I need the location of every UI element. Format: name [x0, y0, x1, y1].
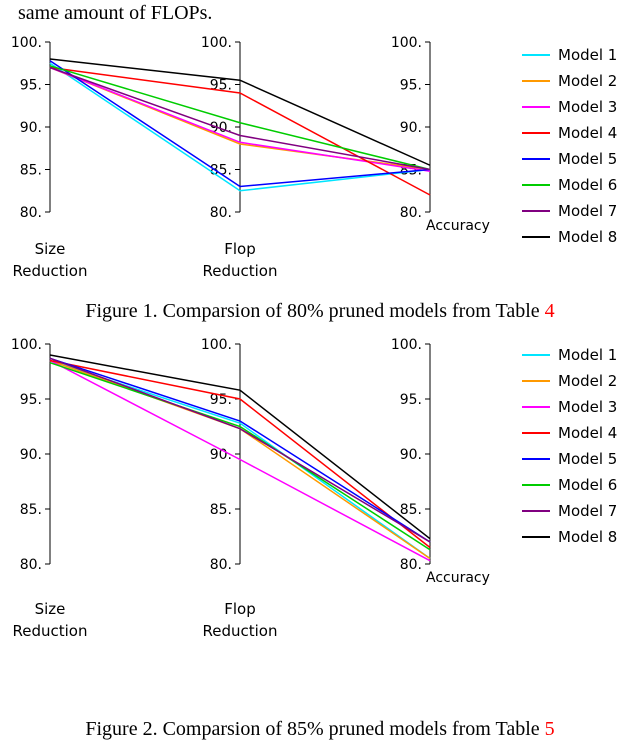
legend-swatch — [522, 354, 550, 356]
axis-title: Reduction — [203, 622, 278, 640]
axis-title: Reduction — [203, 262, 278, 280]
legend-item: Model 8 — [522, 224, 617, 250]
legend-label: Model 2 — [558, 372, 617, 390]
figure-1-caption-text: Figure 1. Comparsion of 80% pruned model… — [85, 300, 544, 322]
legend-item: Model 5 — [522, 146, 617, 172]
y-tick-label: 80. — [400, 205, 422, 221]
legend-item: Model 8 — [522, 524, 617, 550]
page: same amount of FLOPs. 80. 85. 90. 95. 100. 80… — [0, 0, 640, 744]
legend-item: Model 2 — [522, 368, 617, 394]
axis-label-accuracy: Accuracy — [426, 218, 490, 234]
y-tick-label: 85. — [210, 163, 232, 179]
y-tick-label: 100. — [201, 337, 232, 353]
legend-item: Model 4 — [522, 120, 617, 146]
figure-2-caption: Figure 2. Comparsion of 85% pruned model… — [0, 718, 640, 741]
preamble-text: same amount of FLOPs. — [18, 2, 212, 25]
figure-2-legend: Model 1 Model 2 Model 3 Model 4 Model 5 Model… — [522, 342, 617, 550]
axis-title: Size — [35, 600, 66, 618]
legend-item: Model 1 — [522, 42, 617, 68]
legend-label: Model 7 — [558, 202, 617, 220]
legend-label: Model 6 — [558, 476, 617, 494]
legend-label: Model 5 — [558, 450, 617, 468]
legend-item: Model 4 — [522, 420, 617, 446]
legend-item: Model 5 — [522, 446, 617, 472]
y-tick-label: 90. — [400, 120, 422, 136]
y-tick-label: 100. — [391, 35, 422, 51]
legend-label: Model 4 — [558, 424, 617, 442]
legend-item: Model 1 — [522, 342, 617, 368]
y-tick-label: 80. — [210, 205, 232, 221]
y-tick-label: 85. — [20, 163, 42, 179]
legend-label: Model 4 — [558, 124, 617, 142]
legend-swatch — [522, 132, 550, 134]
legend-item: Model 7 — [522, 498, 617, 524]
y-tick-label: 90. — [20, 120, 42, 136]
y-tick-label: 95. — [20, 392, 42, 408]
y-tick-label: 90. — [20, 447, 42, 463]
legend-label: Model 3 — [558, 398, 617, 416]
figure-1-caption: Figure 1. Comparsion of 80% pruned model… — [0, 300, 640, 323]
y-tick-label: 90. — [400, 447, 422, 463]
y-tick-label: 80. — [20, 557, 42, 573]
legend-swatch — [522, 536, 550, 538]
axis-title: Flop — [224, 240, 256, 258]
y-tick-label: 100. — [11, 337, 42, 353]
figure-2-chart: 80.85.90.95.100.80.85.90.95.100.80.85.90… — [0, 334, 520, 644]
axis-title: Reduction — [13, 622, 88, 640]
figure-2-caption-text: Figure 2. Comparsion of 85% pruned model… — [85, 718, 544, 740]
axis-label-accuracy: Accuracy — [426, 570, 490, 586]
legend-item: Model 3 — [522, 394, 617, 420]
y-tick-label: 95. — [20, 78, 42, 94]
legend-swatch — [522, 236, 550, 238]
y-tick-label: 80. — [400, 557, 422, 573]
figure-1-legend: Model 1 Model 2 Model 3 Model 4 Model 5 Model… — [522, 42, 617, 250]
y-tick-label: 85. — [20, 502, 42, 518]
legend-item: Model 3 — [522, 94, 617, 120]
legend-swatch — [522, 106, 550, 108]
y-tick-label: 85. — [400, 502, 422, 518]
legend-item: Model 6 — [522, 472, 617, 498]
legend-label: Model 1 — [558, 346, 617, 364]
legend-label: Model 6 — [558, 176, 617, 194]
legend-swatch — [522, 458, 550, 460]
legend-swatch — [522, 380, 550, 382]
legend-swatch — [522, 432, 550, 434]
axis-title: Reduction — [13, 262, 88, 280]
legend-swatch — [522, 80, 550, 82]
legend-swatch — [522, 210, 550, 212]
y-tick-label: 80. — [210, 557, 232, 573]
figure-1-caption-ref: 4 — [545, 300, 555, 322]
legend-label: Model 8 — [558, 228, 617, 246]
figure-2: 80.85.90.95.100.80.85.90.95.100.80.85.90… — [0, 334, 640, 694]
legend-label: Model 7 — [558, 502, 617, 520]
legend-swatch — [522, 406, 550, 408]
legend-swatch — [522, 484, 550, 486]
legend-item: Model 7 — [522, 198, 617, 224]
legend-label: Model 3 — [558, 98, 617, 116]
y-tick-label: 95. — [400, 392, 422, 408]
figure-1: 80.85.90.95.100.80.85.90.95.100.80.85.90… — [0, 34, 640, 344]
legend-swatch — [522, 510, 550, 512]
legend-item: Model 6 — [522, 172, 617, 198]
y-tick-label: 100. — [201, 35, 232, 51]
y-tick-label: 85. — [210, 502, 232, 518]
legend-item: Model 2 — [522, 68, 617, 94]
figure-1-chart: 80.85.90.95.100.80.85.90.95.100.80.85.90… — [0, 34, 520, 294]
axis-title: Flop — [224, 600, 256, 618]
y-tick-label: 95. — [400, 78, 422, 94]
figure-2-caption-ref: 5 — [545, 718, 555, 740]
legend-swatch — [522, 184, 550, 186]
legend-swatch — [522, 158, 550, 160]
legend-label: Model 1 — [558, 46, 617, 64]
y-tick-label: 100. — [11, 35, 42, 51]
axis-title: Size — [35, 240, 66, 258]
y-tick-label: 100. — [391, 337, 422, 353]
legend-label: Model 5 — [558, 150, 617, 168]
legend-label: Model 8 — [558, 528, 617, 546]
legend-label: Model 2 — [558, 72, 617, 90]
legend-swatch — [522, 54, 550, 56]
y-tick-label: 80. — [20, 205, 42, 221]
